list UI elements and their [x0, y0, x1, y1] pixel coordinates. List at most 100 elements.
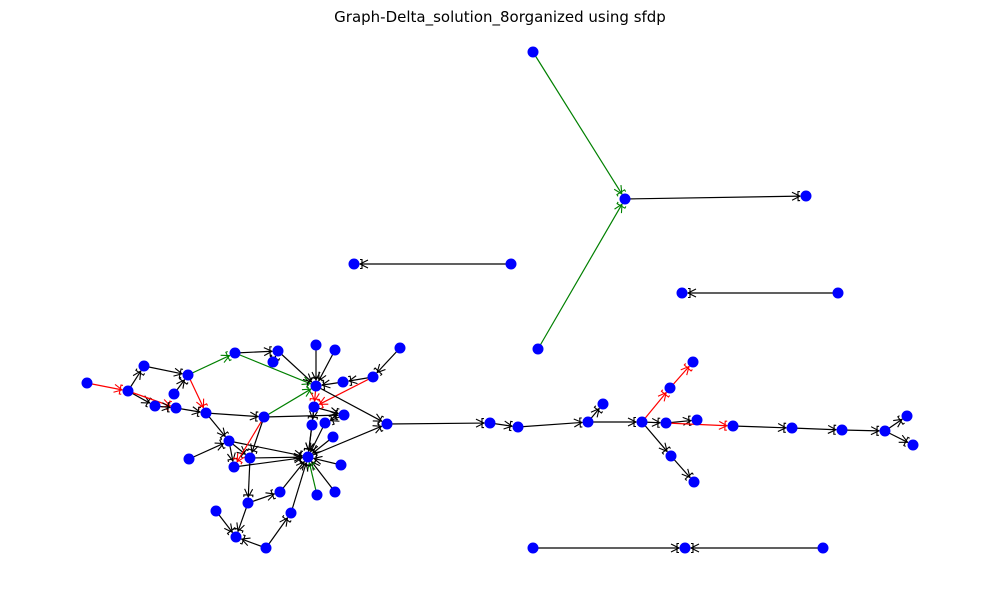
graph-title: Graph-Delta_solution_8organized using sf…	[334, 8, 666, 26]
edge-bracket-n11-n10	[691, 542, 694, 554]
edge-a2-a6	[127, 390, 170, 406]
node-a21	[274, 486, 286, 498]
node-a31	[306, 419, 318, 431]
node-a35	[329, 486, 341, 498]
node-a28	[394, 342, 406, 354]
node-n10	[679, 542, 691, 554]
node-a19	[230, 531, 242, 543]
edge-bracket-a13-a16	[269, 346, 273, 357]
edge-bracket-a20-a19	[239, 534, 246, 545]
edge-bracket-c1-c2	[481, 418, 485, 429]
node-a16	[272, 345, 284, 357]
node-a30	[338, 409, 350, 421]
edge-a21-h	[279, 462, 304, 493]
edge-bracket-c16-c17	[897, 415, 905, 425]
edge-bracket-c3-c4	[579, 417, 583, 428]
edge-bracket-a8-a14	[255, 411, 259, 422]
edge-c14-c15	[791, 428, 836, 430]
node-a36	[311, 489, 323, 501]
node-n5	[348, 258, 360, 270]
node-a11	[228, 461, 240, 473]
edge-a3-a7	[143, 365, 182, 374]
edge-n1-n2	[532, 51, 622, 194]
node-a8	[200, 407, 212, 419]
edge-a27-a29	[319, 376, 374, 404]
edge-bracket-c16-c18	[903, 436, 910, 447]
node-c17	[901, 410, 913, 422]
node-c10	[691, 414, 703, 426]
node-a33	[327, 431, 339, 443]
edge-bracket-k-c1	[377, 415, 385, 426]
edge-h-c1	[307, 426, 381, 458]
edge-a12-a18	[248, 457, 250, 497]
edge-bracket-a14-a12	[247, 448, 258, 454]
node-n8	[832, 287, 844, 299]
node-c3	[512, 421, 524, 433]
edge-a16-k	[277, 350, 312, 382]
edge-a14-a30	[263, 415, 338, 417]
edge-bracket-c7-c13	[724, 420, 728, 431]
node-a26	[337, 376, 349, 388]
edge-a28-a27	[377, 347, 401, 373]
edge-a14-a11	[237, 416, 265, 462]
node-a14	[258, 411, 270, 423]
edge-a36-h	[309, 463, 318, 496]
node-a12	[244, 452, 256, 464]
edge-bracket-c8-c9	[683, 363, 693, 372]
node-a27	[367, 371, 379, 383]
node-a20	[260, 542, 272, 554]
node-c18	[907, 439, 919, 451]
edge-a22-h	[290, 463, 306, 514]
edge-bracket-c2-c3	[508, 420, 513, 432]
edge-layer	[86, 51, 910, 554]
edge-bracket-c4-c5	[593, 405, 604, 414]
edge-c15-c16	[841, 430, 879, 431]
node-a5	[168, 388, 180, 400]
edge-k-c1	[315, 385, 382, 421]
edge-a14-k	[263, 389, 311, 418]
node-n1	[527, 46, 539, 58]
node-n3	[800, 190, 812, 202]
node-a34	[335, 459, 347, 471]
node-a13	[229, 347, 241, 359]
edge-c6-c8	[641, 393, 666, 423]
edge-c1-c2	[386, 423, 484, 424]
edge-bracket-n9-n10	[676, 542, 679, 554]
edge-bracket-a9-a10	[219, 438, 226, 450]
edge-a11-h	[233, 458, 302, 468]
edge-bracket-a27-a26	[348, 375, 353, 386]
node-a3	[138, 360, 150, 372]
node-c14	[786, 422, 798, 434]
node-c12	[688, 476, 700, 488]
node-a24	[310, 339, 322, 351]
edge-bracket-a18-a21	[270, 489, 276, 500]
node-c15	[836, 424, 848, 436]
node-c4	[582, 416, 594, 428]
edge-bracket-a3-a7	[178, 368, 184, 379]
edge-a9-a10	[188, 443, 224, 460]
node-c1	[381, 418, 393, 430]
edge-bracket-n6-n5	[360, 258, 363, 270]
node-h	[302, 451, 314, 463]
edge-bracket-a30-a32	[328, 415, 335, 426]
node-c2	[484, 417, 496, 429]
edge-a8-a14	[205, 413, 258, 417]
edge-bracket-a8-a10	[219, 431, 230, 440]
edge-bracket-c6-c8	[660, 389, 671, 398]
node-n6	[505, 258, 517, 270]
edge-a13-a16	[234, 351, 272, 353]
node-a32	[319, 417, 331, 429]
edge-bracket-c6-c11	[661, 446, 671, 455]
edge-a35-h	[312, 462, 336, 493]
node-a2	[122, 385, 134, 397]
edge-bracket-n8-n7	[688, 287, 691, 299]
edge-bracket-a20-a22	[281, 514, 292, 523]
edge-bracket-a1-a2	[118, 384, 124, 395]
node-n4	[532, 343, 544, 355]
edge-bracket-a27-a29	[317, 398, 324, 409]
node-a9	[183, 453, 195, 465]
edge-a7-a13	[187, 356, 230, 376]
edge-bracket-a7-a13	[225, 350, 232, 362]
edge-bracket-c6-c7	[657, 417, 661, 428]
